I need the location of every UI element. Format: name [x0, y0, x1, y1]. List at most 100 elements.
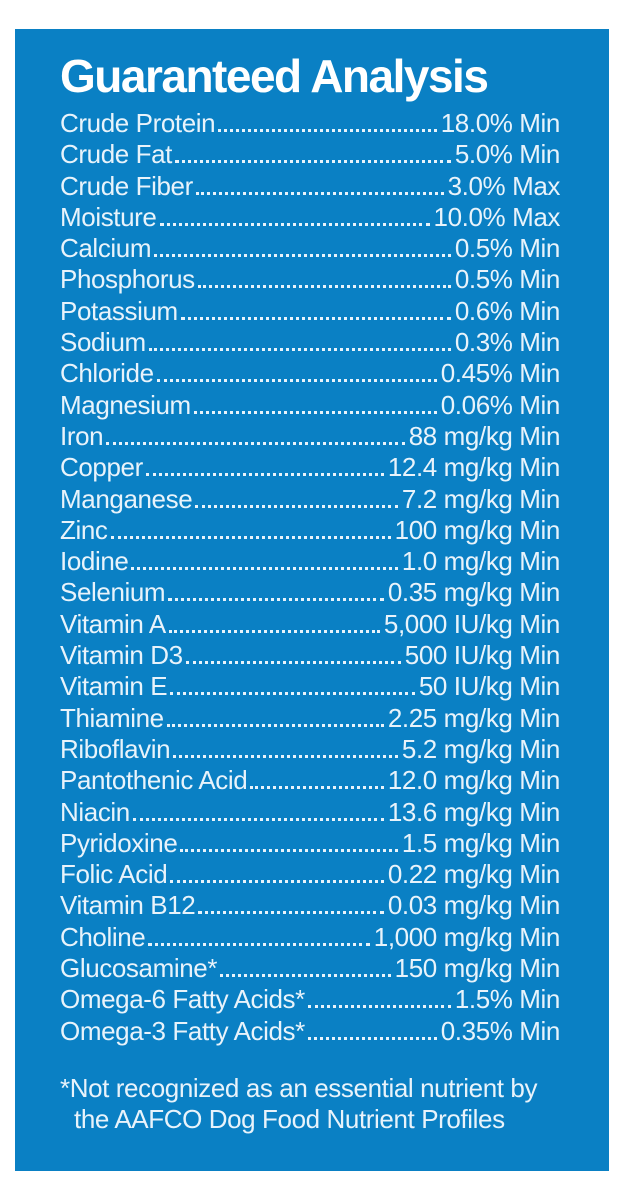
nutrient-value: 13.6 mg/kg Min — [387, 796, 561, 827]
dot-leader — [185, 661, 401, 665]
nutrient-name: Magnesium — [60, 389, 191, 420]
nutrient-value: 0.6% Min — [454, 295, 561, 326]
nutrient-value: 12.0 mg/kg Min — [387, 765, 561, 796]
nutrient-name: Vitamin D3 — [60, 640, 183, 671]
nutrient-value: 3.0% Max — [447, 170, 561, 201]
footnote-line-1: *Not recognized as an essential nutrient… — [60, 1072, 538, 1103]
nutrient-row: Selenium 0.35 mg/kg Min — [60, 577, 560, 608]
nutrient-value: 7.2 mg/kg Min — [401, 483, 560, 514]
dot-leader — [218, 129, 437, 132]
nutrient-name: Zinc — [60, 514, 108, 545]
nutrient-row: Copper 12.4 mg/kg Min — [60, 452, 560, 483]
nutrient-value: 500 IU/kg Min — [404, 640, 561, 671]
nutrient-name: Glucosamine* — [60, 953, 218, 984]
footnote: *Not recognized as an essential nutrient… — [60, 1073, 560, 1135]
nutrient-row: Omega-3 Fatty Acids* 0.35% Min — [60, 1016, 560, 1047]
nutrient-row: Chloride 0.45% Min — [60, 358, 560, 389]
nutrient-value: 10.0% Max — [433, 201, 561, 232]
nutrient-row: Riboflavin 5.2 mg/kg Min — [60, 734, 560, 765]
nutrient-value: 12.4 mg/kg Min — [387, 452, 561, 483]
dot-leader — [168, 629, 380, 633]
nutrient-name: Omega-6 Fatty Acids* — [60, 984, 305, 1015]
nutrient-value: 5.2 mg/kg Min — [401, 733, 560, 764]
dot-leader — [307, 1036, 437, 1040]
nutrient-row: Iodine 1.0 mg/kg Min — [60, 546, 560, 577]
dot-leader — [197, 285, 451, 289]
nutrient-name: Choline — [60, 921, 146, 952]
nutrient-row: Folic Acid 0.22 mg/kg Min — [60, 859, 560, 890]
nutrient-name: Vitamin E — [60, 671, 168, 702]
nutrient-name: Iodine — [60, 546, 129, 577]
nutrient-row: Pantothenic Acid 12.0 mg/kg Min — [60, 765, 560, 796]
nutrient-name: Crude Protein — [60, 108, 216, 138]
dot-leader — [250, 786, 384, 790]
nutrient-row: Manganese 7.2 mg/kg Min — [60, 484, 560, 515]
nutrient-row: Iron 88 mg/kg Min — [60, 421, 560, 452]
nutrient-row: Niacin 13.6 mg/kg Min — [60, 797, 560, 828]
nutrient-table: Crude Protein 18.0% Min Crude Fat 5.0% M… — [60, 108, 560, 1047]
nutrient-row: Omega-6 Fatty Acids* 1.5% Min — [60, 984, 560, 1015]
nutrient-row: Vitamin B12 0.03 mg/kg Min — [60, 890, 560, 921]
nutrient-name: Niacin — [60, 796, 130, 827]
nutrient-value: 5.0% Min — [454, 139, 561, 170]
nutrient-value: 5,000 IU/kg Min — [383, 608, 560, 639]
nutrient-row: Crude Fiber 3.0% Max — [60, 171, 560, 202]
nutrient-value: 0.35% Min — [440, 1015, 561, 1046]
dot-leader — [145, 473, 384, 477]
nutrient-row: Thiamine 2.25 mg/kg Min — [60, 703, 560, 734]
dot-leader — [307, 1005, 451, 1009]
nutrient-row: Calcium 0.5% Min — [60, 233, 560, 264]
nutrient-row: Moisture 10.0% Max — [60, 202, 560, 233]
nutrient-row: Glucosamine* 150 mg/kg Min — [60, 953, 560, 984]
nutrient-value: 0.35 mg/kg Min — [387, 577, 561, 608]
nutrient-name: Selenium — [60, 577, 166, 608]
nutrient-value: 1.5% Min — [454, 984, 561, 1015]
dot-leader — [220, 974, 391, 978]
nutrient-row: Zinc 100 mg/kg Min — [60, 515, 560, 546]
nutrient-row: Vitamin A 5,000 IU/kg Min — [60, 609, 560, 640]
nutrient-name: Sodium — [60, 327, 146, 358]
nutrient-row: Phosphorus 0.5% Min — [60, 264, 560, 295]
nutrient-value: 0.5% Min — [454, 233, 561, 264]
nutrient-name: Phosphorus — [60, 264, 195, 295]
nutrient-name: Riboflavin — [60, 733, 171, 764]
nutrient-name: Manganese — [60, 483, 193, 514]
dot-leader — [110, 535, 391, 539]
nutrient-name: Folic Acid — [60, 859, 168, 890]
nutrient-value: 150 mg/kg Min — [394, 953, 561, 984]
dot-leader — [175, 160, 451, 164]
nutrient-name: Pantothenic Acid — [60, 765, 248, 796]
nutrient-value: 0.45% Min — [440, 358, 561, 389]
nutrient-name: Pyridoxine — [60, 827, 178, 858]
nutrient-row: Vitamin D3 500 IU/kg Min — [60, 640, 560, 671]
nutrient-value: 50 IU/kg Min — [418, 671, 561, 702]
nutrient-name: Moisture — [60, 201, 157, 232]
nutrient-row: Potassium 0.6% Min — [60, 296, 560, 327]
footnote-line-2: the AAFCO Dog Food Nutrient Profiles — [74, 1103, 505, 1134]
guaranteed-analysis-panel: Guaranteed Analysis Crude Protein 18.0% … — [15, 29, 609, 1171]
nutrient-value: 1,000 mg/kg Min — [373, 921, 561, 952]
dot-leader — [154, 254, 451, 258]
dot-leader — [131, 567, 398, 571]
nutrient-name: Vitamin B12 — [60, 890, 196, 921]
dot-leader — [168, 598, 384, 602]
dot-leader — [148, 348, 451, 352]
dot-leader — [170, 692, 415, 696]
dot-leader — [195, 191, 444, 195]
nutrient-row: Crude Protein 18.0% Min — [60, 108, 560, 139]
nutrient-row: Choline 1,000 mg/kg Min — [60, 922, 560, 953]
nutrient-value: 1.0 mg/kg Min — [401, 546, 560, 577]
dot-leader — [106, 441, 405, 445]
nutrient-row: Magnesium 0.06% Min — [60, 390, 560, 421]
nutrient-value: 0.06% Min — [440, 389, 561, 420]
nutrient-row: Pyridoxine 1.5 mg/kg Min — [60, 828, 560, 859]
nutrient-row: Sodium 0.3% Min — [60, 327, 560, 358]
nutrient-name: Crude Fat — [60, 139, 173, 170]
dot-leader — [173, 754, 398, 758]
nutrient-value: 2.25 mg/kg Min — [387, 702, 561, 733]
dot-leader — [148, 942, 370, 946]
nutrient-name: Thiamine — [60, 702, 164, 733]
nutrient-value: 88 mg/kg Min — [408, 420, 561, 451]
dot-leader — [170, 880, 384, 884]
